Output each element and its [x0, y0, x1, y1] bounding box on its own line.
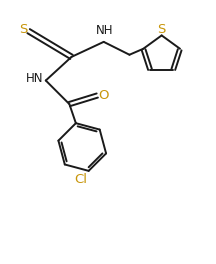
Text: O: O — [98, 89, 108, 102]
Text: S: S — [157, 23, 166, 36]
Text: S: S — [19, 23, 27, 36]
Text: NH: NH — [96, 24, 114, 37]
Text: Cl: Cl — [75, 172, 88, 186]
Text: HN: HN — [26, 72, 43, 85]
